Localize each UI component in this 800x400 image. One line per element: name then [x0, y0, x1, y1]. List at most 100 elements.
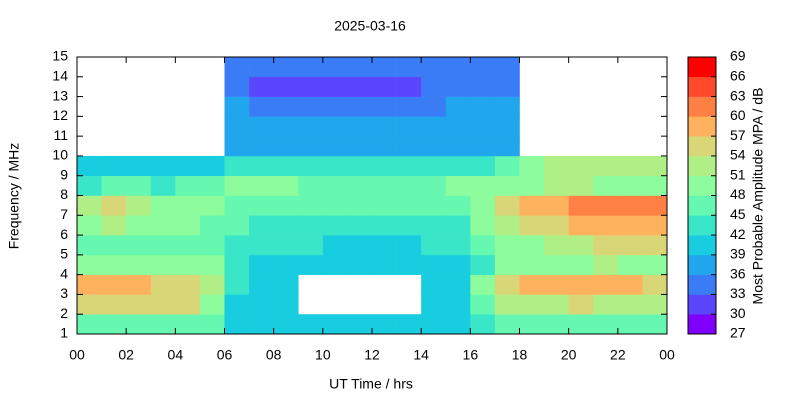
heatmap-cell	[593, 175, 619, 196]
heatmap-cell	[273, 195, 299, 216]
heatmap-cell	[568, 195, 594, 216]
heatmap-cell	[519, 175, 545, 196]
heatmap-cell	[322, 314, 348, 335]
heatmap-cell	[298, 57, 324, 78]
heatmap-cell	[249, 155, 274, 177]
y-tick-label: 9	[60, 166, 68, 182]
heatmap-cell	[568, 175, 594, 196]
heatmap-cell	[568, 274, 594, 295]
heatmap-cell	[372, 195, 397, 216]
heatmap-cell	[470, 254, 496, 275]
heatmap-cell	[298, 195, 324, 216]
colorbar-band	[688, 76, 716, 97]
x-tick-label: 16	[463, 347, 479, 363]
heatmap-cell	[421, 254, 447, 275]
heatmap-cell	[544, 235, 569, 256]
heatmap-cell	[273, 116, 299, 137]
heatmap	[77, 57, 668, 335]
heatmap-cell	[224, 254, 250, 275]
heatmap-cell	[126, 274, 152, 295]
y-tick-label: 10	[52, 147, 68, 163]
heatmap-cell	[150, 254, 176, 275]
heatmap-cell	[126, 235, 152, 256]
colorbar-band	[688, 274, 716, 295]
colorbar-band	[688, 294, 716, 315]
heatmap-cell	[445, 116, 471, 137]
heatmap-cell	[273, 254, 299, 275]
heatmap-cell	[544, 294, 569, 315]
heatmap-cell	[470, 136, 496, 157]
heatmap-cell	[126, 155, 152, 177]
heatmap-cell	[519, 155, 545, 177]
x-tick-label: 14	[413, 347, 429, 363]
heatmap-cell	[396, 76, 422, 97]
heatmap-cell	[593, 254, 619, 275]
heatmap-cell	[77, 314, 102, 335]
heatmap-cell	[150, 215, 176, 236]
heatmap-cell	[445, 96, 471, 117]
heatmap-cell	[273, 314, 299, 335]
colorbar-band	[688, 136, 716, 157]
heatmap-cell	[617, 274, 643, 295]
heatmap-cell	[519, 195, 545, 216]
heatmap-cell	[642, 175, 668, 196]
x-tick-label: 00	[659, 347, 675, 363]
colorbar-tick-label: 45	[730, 206, 746, 222]
heatmap-cell	[642, 215, 668, 236]
chart-title: 2025-03-16	[334, 18, 406, 34]
heatmap-cell	[322, 136, 348, 157]
heatmap-cell	[249, 116, 274, 137]
heatmap-cell	[175, 235, 201, 256]
x-tick-label: 04	[168, 347, 184, 363]
y-tick-label: 2	[60, 305, 68, 321]
heatmap-cell	[249, 195, 274, 216]
y-tick-label: 14	[52, 67, 68, 83]
heatmap-cell	[199, 314, 225, 335]
colorbar-tick-label: 54	[730, 147, 746, 163]
heatmap-cell	[494, 136, 520, 157]
heatmap-cell	[617, 155, 643, 177]
heatmap-cell	[617, 175, 643, 196]
heatmap-cell	[322, 254, 348, 275]
heatmap-cell	[322, 235, 348, 256]
heatmap-cell	[568, 314, 594, 335]
colorbar-tick-label: 42	[730, 226, 746, 242]
y-tick-label: 7	[60, 206, 68, 222]
x-tick-label: 06	[217, 347, 233, 363]
colorbar-tick-label: 30	[730, 305, 746, 321]
heatmap-cell	[445, 155, 471, 177]
heatmap-cell	[421, 274, 447, 295]
colorbar-tick-label: 33	[730, 285, 746, 301]
heatmap-cell	[298, 116, 324, 137]
heatmap-cell	[544, 175, 569, 196]
heatmap-cell	[421, 136, 447, 157]
heatmap-cell	[77, 175, 102, 196]
y-tick-label: 6	[60, 226, 68, 242]
colorbar-tick-label: 57	[730, 127, 746, 143]
x-axis-label: UT Time / hrs	[329, 376, 413, 392]
heatmap-cell	[175, 314, 201, 335]
heatmap-cell	[224, 274, 250, 295]
y-axis-label: Frequency / MHz	[6, 143, 22, 250]
heatmap-cell	[372, 254, 397, 275]
heatmap-cell	[372, 155, 397, 177]
heatmap-cell	[273, 274, 299, 295]
heatmap-cell	[175, 254, 201, 275]
heatmap-cell	[273, 57, 299, 78]
colorbar-band	[688, 155, 716, 177]
heatmap-cell	[617, 195, 643, 216]
colorbar-tick-label: 63	[730, 87, 746, 103]
heatmap-cell	[273, 235, 299, 256]
heatmap-cell	[224, 175, 250, 196]
heatmap-cell	[372, 76, 397, 97]
heatmap-cell	[445, 76, 471, 97]
heatmap-cell	[175, 215, 201, 236]
heatmap-cell	[617, 314, 643, 335]
heatmap-cell	[322, 155, 348, 177]
heatmap-cell	[249, 76, 274, 97]
heatmap-cell	[396, 195, 422, 216]
heatmap-cell	[175, 175, 201, 196]
heatmap-cell	[273, 294, 299, 315]
heatmap-cell	[224, 57, 250, 78]
heatmap-cell	[544, 195, 569, 216]
